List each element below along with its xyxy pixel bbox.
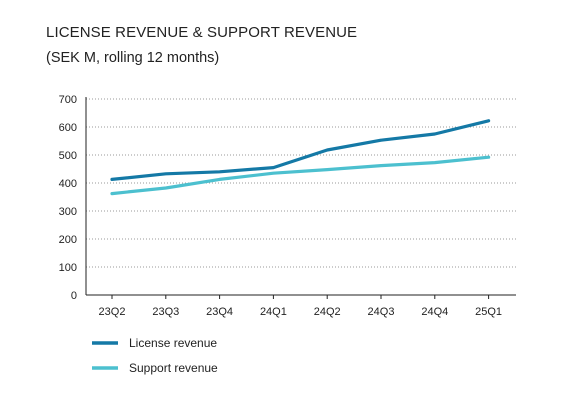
y-tick-label: 300 — [59, 206, 77, 218]
y-tick-label: 200 — [59, 234, 77, 246]
legend: License revenue Support revenue — [92, 336, 218, 375]
y-tick-label: 500 — [59, 150, 77, 162]
y-tick-label: 400 — [59, 178, 77, 190]
x-tick-label: 24Q4 — [421, 306, 448, 318]
chart-title: LICENSE REVENUE & SUPPORT REVENUE — [46, 24, 358, 41]
x-tick-label: 23Q2 — [99, 306, 126, 318]
series-line-support-revenue — [110, 155, 491, 196]
x-tick-label: 24Q3 — [368, 306, 395, 318]
gridlines — [86, 98, 516, 268]
y-tick-label: 0 — [71, 290, 77, 302]
y-tick-label: 100 — [59, 262, 77, 274]
series-line-license-revenue — [110, 119, 491, 181]
y-tick-label: 700 — [59, 94, 77, 106]
y-tick-label: 600 — [59, 122, 77, 134]
x-tick-label: 23Q4 — [206, 306, 233, 318]
y-tick-labels: 0 100 200 300 400 500 600 700 — [59, 94, 77, 302]
series-lines — [110, 119, 491, 196]
x-tick-labels: 23Q2 23Q3 23Q4 24Q1 24Q2 24Q3 24Q4 25Q1 — [99, 306, 503, 318]
chart-subtitle: (SEK M, rolling 12 months) — [46, 50, 220, 66]
x-tick-label: 23Q3 — [152, 306, 179, 318]
x-tick-label: 25Q1 — [475, 306, 502, 318]
legend-label: Support revenue — [129, 361, 218, 375]
axes — [85, 97, 516, 299]
x-tick-label: 24Q2 — [314, 306, 341, 318]
legend-label: License revenue — [129, 336, 217, 350]
x-tick-label: 24Q1 — [260, 306, 287, 318]
